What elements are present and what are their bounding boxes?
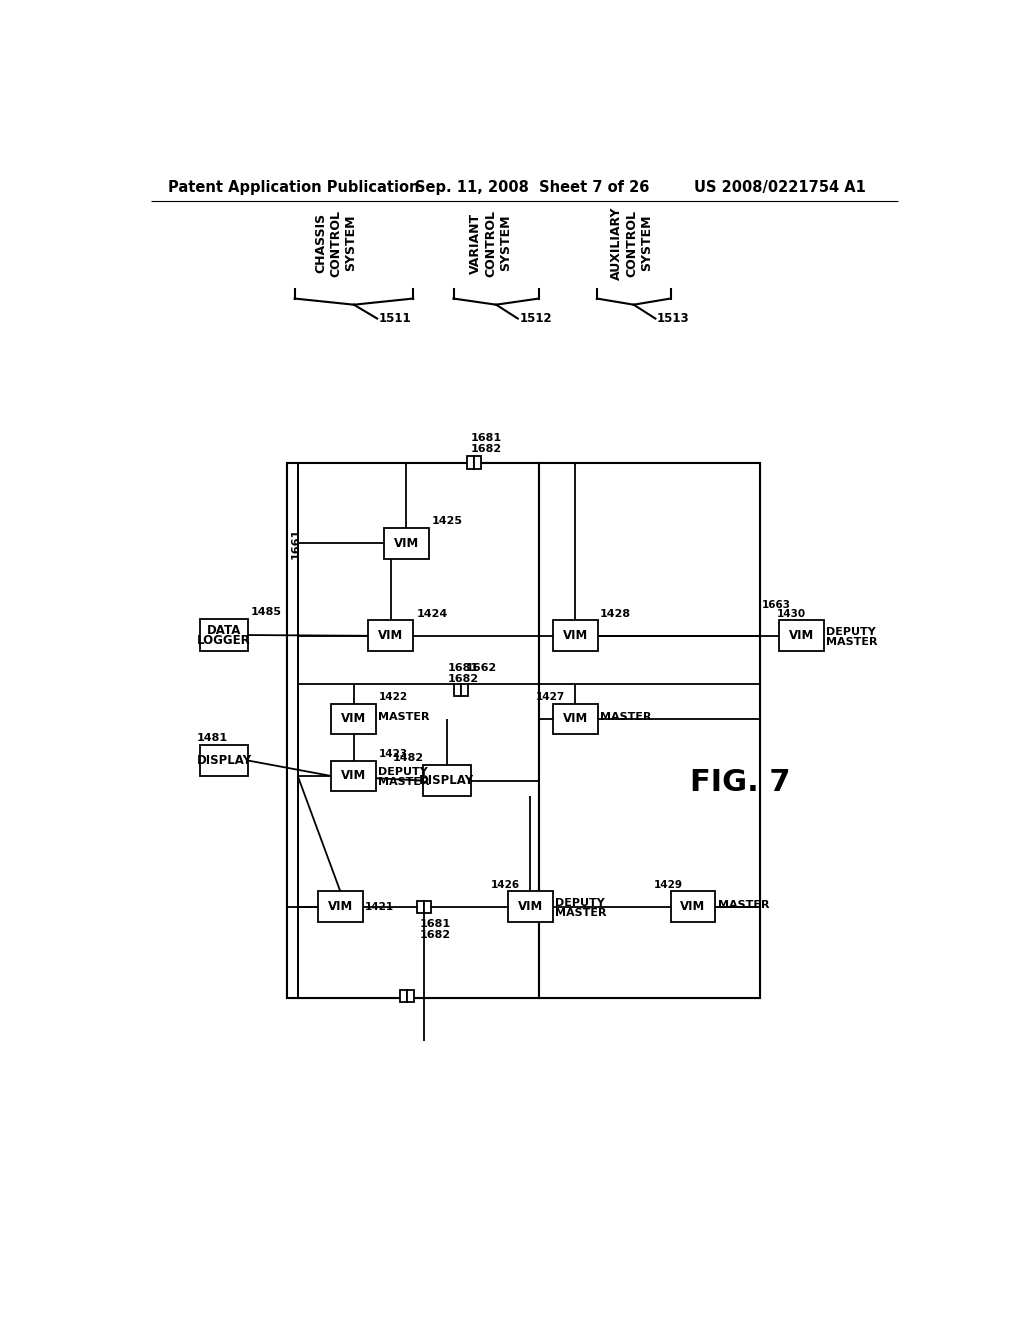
Bar [467,457,474,469]
Text: 1427: 1427 [536,692,565,702]
Text: LOGGER: LOGGER [198,634,251,647]
Text: DEPUTY: DEPUTY [378,767,428,777]
Text: 1430: 1430 [776,609,806,619]
Text: Patent Application Publication: Patent Application Publication [168,180,420,195]
Text: VIM: VIM [517,900,543,913]
Text: VIM: VIM [341,713,367,726]
Text: DISPLAY: DISPLAY [197,754,252,767]
Text: MASTER: MASTER [378,711,430,722]
Text: 1682: 1682 [447,675,478,684]
Text: VARIANT
CONTROL
SYSTEM: VARIANT CONTROL SYSTEM [469,210,512,277]
Bar [424,900,431,913]
Text: 1512: 1512 [519,312,552,325]
Text: 1421: 1421 [366,902,394,912]
Bar [539,462,760,998]
Text: MASTER: MASTER [718,899,769,909]
Text: 1681: 1681 [420,919,452,929]
Text: 1485: 1485 [251,607,282,616]
Bar [417,900,424,913]
Bar [287,462,539,998]
Bar [287,462,760,998]
Text: DATA: DATA [207,624,242,638]
Bar [369,620,414,651]
Text: 1481: 1481 [197,733,227,743]
Text: MASTER: MASTER [378,777,430,787]
Bar [474,457,481,469]
Text: FIG. 7: FIG. 7 [690,768,791,796]
Text: MASTER: MASTER [555,908,606,917]
Text: AUXILIARY
CONTROL
SYSTEM: AUXILIARY CONTROL SYSTEM [610,206,653,280]
Bar [331,704,376,734]
Text: 1682: 1682 [420,929,452,940]
Text: DEPUTY: DEPUTY [555,898,605,908]
Text: VIM: VIM [788,630,814,643]
Text: 1424: 1424 [417,609,447,619]
Text: DEPUTY: DEPUTY [826,627,876,638]
Text: 1425: 1425 [432,516,463,527]
Bar [671,891,716,923]
Text: 1682: 1682 [471,444,502,454]
Bar [317,891,362,923]
Text: VIM: VIM [341,770,367,783]
Text: 1429: 1429 [653,880,682,890]
Bar [423,766,471,796]
Bar [200,744,248,776]
Text: MASTER: MASTER [826,638,878,647]
Text: 1661: 1661 [291,528,301,560]
Text: 1426: 1426 [490,880,520,890]
Bar [407,990,414,1002]
Text: 1422: 1422 [378,692,408,702]
Text: VIM: VIM [562,630,588,643]
Text: 1662: 1662 [466,663,497,673]
Bar [384,528,429,558]
Text: VIM: VIM [393,537,419,550]
Text: 1681: 1681 [471,433,502,444]
Text: MASTER: MASTER [600,711,651,722]
Text: US 2008/0221754 A1: US 2008/0221754 A1 [693,180,865,195]
Text: 1513: 1513 [657,312,689,325]
Bar [779,620,824,651]
Text: 1681: 1681 [447,663,478,673]
Text: 1428: 1428 [600,609,631,619]
Text: 1511: 1511 [379,312,412,325]
Text: CHASSIS
CONTROL
SYSTEM: CHASSIS CONTROL SYSTEM [314,210,357,277]
Text: 1663: 1663 [762,599,791,610]
Bar [200,619,248,651]
Text: 1423: 1423 [378,748,408,759]
Text: VIM: VIM [562,713,588,726]
Bar [553,704,598,734]
Text: VIM: VIM [680,900,706,913]
Text: 1482: 1482 [393,752,424,763]
Bar [331,760,376,792]
Text: VIM: VIM [328,900,353,913]
Text: Sep. 11, 2008  Sheet 7 of 26: Sep. 11, 2008 Sheet 7 of 26 [415,180,649,195]
Text: DISPLAY: DISPLAY [419,774,474,787]
Text: VIM: VIM [378,630,403,643]
Bar [508,891,553,923]
Bar [461,684,468,696]
Bar [400,990,407,1002]
Bar [455,684,461,696]
Bar [553,620,598,651]
